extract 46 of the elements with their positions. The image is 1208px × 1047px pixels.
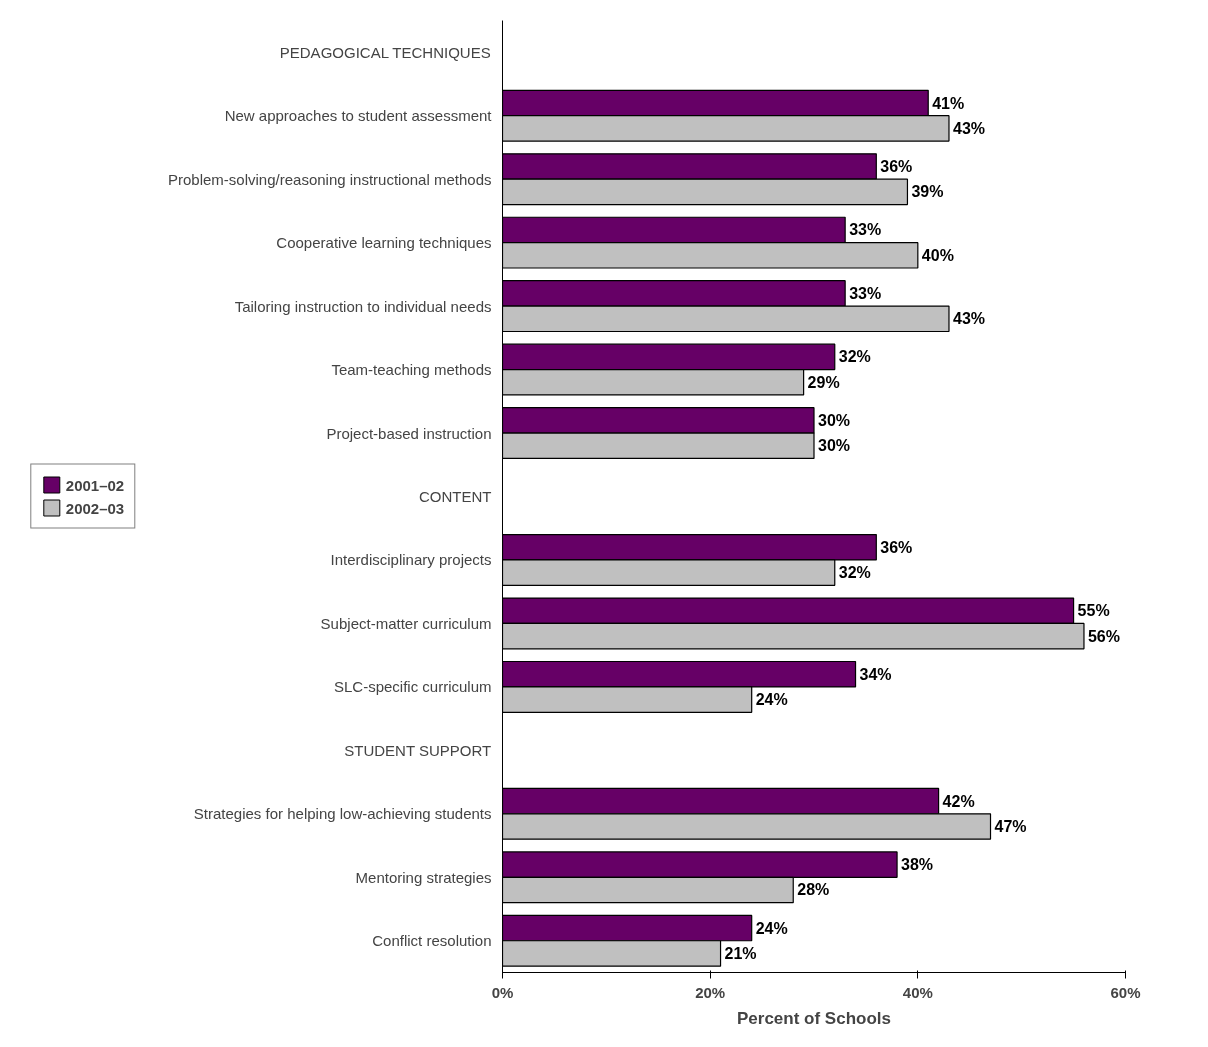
data-label: 43% <box>952 310 986 328</box>
y-tick-label: PEDAGOGICAL TECHNIQUES <box>279 43 491 61</box>
y-tick-label: Team-teaching methods <box>331 361 492 379</box>
data-label: 43% <box>952 119 986 137</box>
x-tick-label: 40% <box>902 983 933 1001</box>
y-tick-label: CONTENT <box>419 488 492 505</box>
data-label: 33% <box>849 221 882 239</box>
y-tick-label: Cooperative learning techniques <box>276 234 492 252</box>
legend-label: 2001–02 <box>65 476 125 493</box>
y-tick-label: SLC-specific curriculum <box>333 678 492 696</box>
y-tick-label: Strategies for helping low-achieving students <box>193 805 492 823</box>
y-tick-label: Subject-matter curriculum <box>320 614 492 632</box>
x-tick-label: 60% <box>1110 983 1141 1001</box>
data-label: 40% <box>921 246 954 264</box>
x-tick-label: 20% <box>695 983 726 1001</box>
data-label: 24% <box>755 691 788 709</box>
data-label: 33% <box>849 284 882 302</box>
data-label: 55% <box>1077 602 1110 620</box>
data-label: 56% <box>1087 627 1120 645</box>
y-tick-label: Tailoring instruction to individual needs <box>234 297 492 315</box>
data-label: 34% <box>859 665 892 683</box>
data-label: 36% <box>880 157 913 175</box>
data-label: 29% <box>807 373 840 391</box>
x-axis-title: Percent of Schools <box>737 1008 891 1028</box>
legend-label: 2002–03 <box>65 499 125 516</box>
data-label: 30% <box>818 411 851 429</box>
data-label: 32% <box>838 348 871 366</box>
data-label: 36% <box>880 538 913 556</box>
y-tick-label: STUDENT SUPPORT <box>344 741 492 759</box>
y-tick-label: Interdisciplinary projects <box>330 551 492 569</box>
data-label: 32% <box>838 564 871 582</box>
data-label: 24% <box>755 919 788 937</box>
x-tick-label: 0% <box>491 983 514 1001</box>
data-label: 41% <box>932 94 965 112</box>
y-tick-label: Project-based instruction <box>326 424 492 442</box>
data-label: 38% <box>901 856 934 874</box>
y-tick-label: Mentoring strategies <box>355 868 492 886</box>
data-label: 30% <box>818 437 851 455</box>
data-label: 47% <box>994 818 1027 836</box>
y-tick-label: Problem-solving/reasoning instructional methods <box>168 170 492 188</box>
data-label: 28% <box>797 881 830 899</box>
y-tick-label: New approaches to student assessment <box>224 107 493 125</box>
y-tick-label: Conflict resolution <box>372 932 492 950</box>
data-label: 39% <box>911 183 944 201</box>
data-label: 42% <box>942 792 975 810</box>
data-label: 21% <box>724 944 757 962</box>
